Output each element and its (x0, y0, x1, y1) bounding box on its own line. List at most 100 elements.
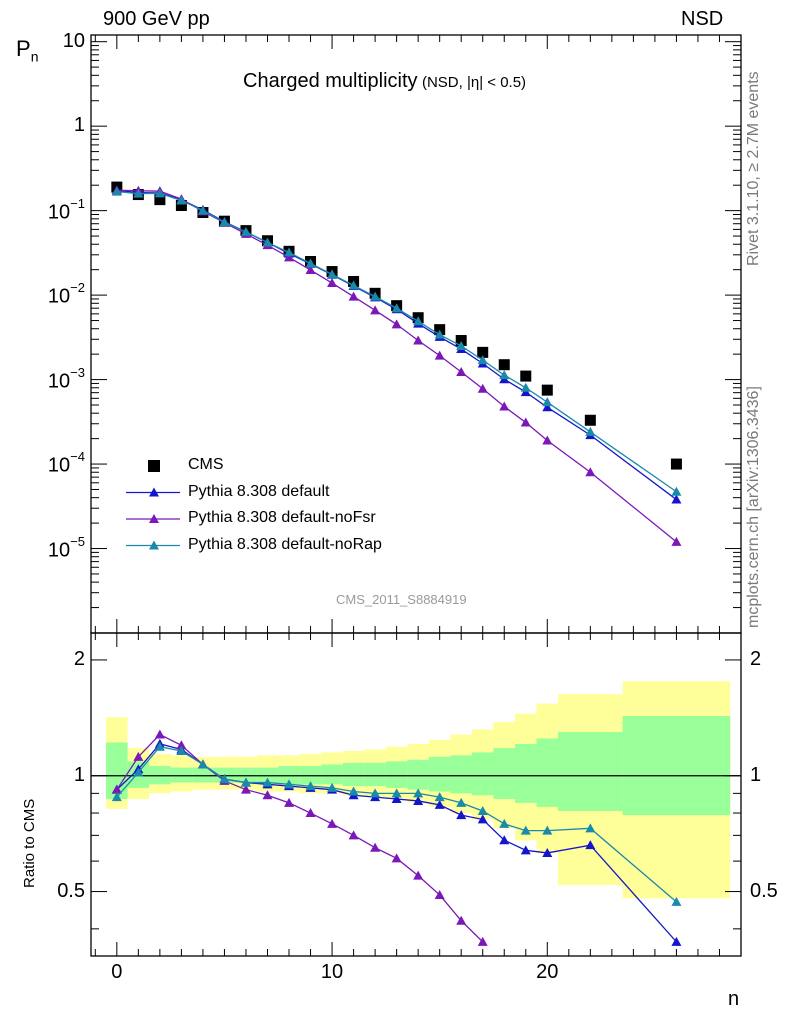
y-tick-label: 10−3 (47, 364, 85, 393)
band-inner-bin (622, 715, 731, 816)
ratio-point-0 (434, 799, 445, 809)
ratio-point-0 (477, 814, 488, 824)
ratio-point-2 (133, 767, 144, 777)
ratio-point-2 (305, 781, 316, 791)
series-point-2 (477, 383, 488, 393)
rivet-label: Rivet 3.1.10, ≥ 2.7M events (745, 71, 762, 266)
series-point-2 (327, 278, 338, 288)
legend-markers (126, 460, 180, 550)
series-point-3 (370, 291, 381, 301)
ratio-point-1 (240, 784, 251, 794)
plot-frames (90, 34, 742, 957)
series-point-3 (477, 355, 488, 365)
process-label: NSD (681, 8, 724, 30)
legend-entry-label: Pythia 8.308 default-noRap (188, 535, 382, 553)
series-point-3 (671, 486, 682, 496)
series-line-3 (116, 190, 677, 493)
ratio-point-2 (111, 792, 122, 802)
band-inner-bin (342, 762, 365, 787)
ratio-point-1 (284, 797, 295, 807)
ratio-point-2 (284, 779, 295, 789)
ratio-point-0 (542, 847, 553, 857)
band-inner-bin (235, 767, 257, 783)
cms-data-point (175, 200, 187, 212)
series-point-1 (542, 402, 553, 412)
legend-entry-label: Pythia 8.308 default-noFsr (188, 509, 376, 526)
ratio-point-2 (542, 825, 553, 835)
cms-data-point (520, 370, 532, 382)
ratio-y-tick-label: 2 (73, 647, 85, 670)
series-point-3 (154, 188, 165, 198)
ratio-point-1 (111, 784, 122, 794)
x-tick-label: 0 (111, 961, 123, 983)
band-inner-bin (471, 752, 494, 796)
legend-marker-3 (149, 540, 159, 550)
ratio-y-axis-label: Ratio to CMS (21, 798, 38, 888)
legend-entry-label: Pythia 8.308 default (188, 482, 330, 500)
ratio-point-1 (154, 729, 165, 739)
band-inner-bin (385, 761, 408, 788)
series-point-3 (348, 280, 359, 290)
ratio-y-tick-label-right: 2 (750, 647, 762, 670)
series-point-2 (585, 467, 596, 477)
ratio-point-0 (391, 794, 402, 804)
series-point-2 (305, 265, 316, 275)
band-inner-bin (192, 767, 214, 783)
y-tick-label: 10−4 (47, 449, 85, 477)
legend-marker-2 (149, 514, 159, 523)
band-inner-bin (321, 764, 343, 785)
ratio-point-2 (671, 896, 682, 906)
legend-marker-1 (149, 487, 159, 497)
series-point-2 (413, 335, 424, 345)
x-tick-label: 20 (536, 961, 559, 983)
ratio-y-tick-label-right: 1 (750, 763, 762, 786)
series-point-3 (520, 382, 531, 392)
ratio-plot-frame (90, 632, 742, 957)
ratio-point-2 (348, 786, 359, 796)
ratio-point-1 (456, 915, 467, 925)
series-point-3 (197, 205, 208, 215)
band-inner-bin (256, 767, 279, 783)
band-inner-bin (515, 743, 537, 803)
ratio-point-1 (413, 870, 424, 880)
legend-entry-label: CMS (188, 456, 224, 473)
band-inner-bin (428, 756, 451, 792)
axis-ticks (91, 35, 741, 956)
ratio-point-2 (370, 788, 381, 798)
band-inner-bin (407, 759, 429, 790)
ratio-point-1 (133, 751, 144, 761)
chart-subtitle: (NSD, |η| < 0.5) (421, 74, 527, 91)
ratio-point-1 (370, 842, 381, 852)
ratio-point-0 (585, 840, 596, 850)
band-inner-bin (536, 738, 559, 807)
ratio-point-2 (413, 788, 424, 798)
ratio-point-2 (262, 777, 273, 787)
ratio-y-tick-label-right: 0.5 (750, 879, 778, 902)
series-point-3 (240, 226, 251, 236)
series-point-3 (262, 237, 273, 247)
band-inner-bin (558, 731, 623, 811)
series-point-3 (219, 217, 230, 227)
ratio-point-1 (262, 790, 273, 800)
y-tick-label: 10−1 (47, 195, 85, 224)
band-inner-bin (170, 767, 193, 783)
band-inner-bin (493, 748, 516, 800)
mcplots-label: mcplots.cern.ch [arXiv:1306.3436] (745, 386, 762, 628)
x-axis-label: n (728, 988, 740, 1010)
cms-data-point (154, 194, 166, 206)
chart-title: Charged multiplicity (243, 70, 418, 92)
ratio-point-1 (434, 889, 445, 899)
series-point-3 (327, 269, 338, 279)
ratio-point-2 (391, 788, 402, 798)
series-point-2 (348, 291, 359, 301)
series-point-3 (284, 247, 295, 257)
series-point-2 (391, 319, 402, 329)
band-inner-bin (450, 755, 472, 794)
x-tick-label: 10 (320, 961, 344, 983)
ratio-point-2 (434, 792, 445, 802)
ratio-point-2 (477, 805, 488, 815)
series-point-2 (456, 366, 467, 376)
y-tick-label: 10 (62, 29, 85, 52)
y-tick-label: 10−2 (47, 280, 85, 308)
main-series (111, 181, 682, 546)
